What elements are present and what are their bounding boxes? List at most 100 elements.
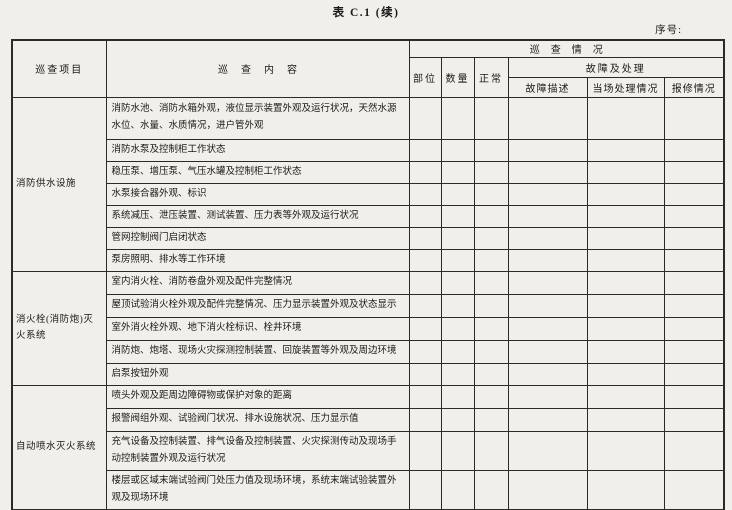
entry-cell-onsite-handling [586, 182, 665, 206]
inspection-content-cell: 楼层或区域末端试验阀门处压力值及现场环境，系统末端试验装置外观及现场环境 [105, 469, 410, 510]
entry-cell-fault-description [507, 430, 588, 471]
entry-cell-fault-description [507, 182, 588, 206]
table-row: 室外消火栓外观、地下消火栓标识、栓井环境 [12, 316, 725, 341]
header-quantity: 数量 [440, 56, 475, 98]
table-row: 泵房照明、排水等工作环境 [12, 248, 725, 272]
table-row: 系统减压、泄压装置、测试装置、压力表等外观及运行状况 [12, 204, 725, 228]
entry-cell-onsite-handling [586, 204, 665, 228]
table-body: 消防供水设施 消防水池、消防水箱外观，液位显示装置外观及运行状况，天然水源水位、水… [11, 96, 725, 510]
entry-cell-repair [663, 362, 725, 386]
entry-cell-repair [663, 384, 725, 409]
table-row: 管网控制阀门启闭状态 [12, 226, 725, 250]
entry-cell-onsite-handling [586, 160, 665, 184]
entry-cell-repair [663, 469, 725, 510]
inspection-content-cell: 启泵按钮外观 [105, 362, 410, 386]
entry-cell-quantity [440, 362, 475, 386]
entry-cell-fault-description [507, 362, 588, 386]
entry-cell-onsite-handling [586, 226, 665, 250]
entry-cell-normal [473, 384, 509, 409]
entry-cell-onsite-handling [586, 339, 665, 364]
entry-cell-fault-description [507, 270, 588, 295]
entry-cell-repair [663, 160, 725, 184]
table-row: 报警阀组外观、试验阀门状况、排水设施状况、压力显示值 [12, 407, 725, 432]
entry-cell-onsite-handling [586, 430, 665, 471]
header-inspection-item: 巡查项目 [11, 39, 107, 98]
entry-cell-location [408, 270, 442, 295]
table-row: 启泵按钮外观 [12, 362, 725, 386]
entry-cell-location [408, 384, 442, 409]
inspection-content-cell: 系统减压、泄压装置、测试装置、压力表等外观及运行状况 [105, 204, 410, 228]
header-inspection-content: 巡查内容 [105, 39, 410, 98]
entry-cell-location [408, 248, 442, 272]
entry-cell-normal [473, 96, 509, 140]
entry-cell-location [408, 339, 442, 364]
entry-cell-onsite-handling [586, 248, 665, 272]
entry-cell-repair [663, 138, 725, 162]
entry-cell-quantity [440, 339, 475, 364]
entry-cell-quantity [440, 226, 475, 250]
entry-cell-onsite-handling [586, 270, 665, 295]
entry-cell-location [408, 204, 442, 228]
entry-cell-onsite-handling [586, 316, 665, 341]
entry-cell-repair [663, 430, 725, 471]
header-location: 部位 [408, 56, 442, 98]
entry-cell-quantity [440, 160, 475, 184]
entry-cell-repair [663, 407, 725, 432]
entry-cell-onsite-handling [586, 96, 665, 140]
header-row-1: 巡查项目 巡查内容 巡查情况 [11, 39, 725, 98]
entry-cell-location [408, 182, 442, 206]
entry-cell-onsite-handling [586, 362, 665, 386]
group-label-cell: 自动喷水灭火系统 [11, 384, 107, 510]
header-normal: 正常 [473, 56, 509, 98]
entry-cell-repair [663, 248, 725, 272]
entry-cell-fault-description [507, 160, 588, 184]
entry-cell-normal [473, 407, 509, 432]
entry-cell-normal [473, 138, 509, 162]
entry-cell-quantity [440, 96, 475, 140]
header-repair-status: 报修情况 [663, 76, 725, 98]
entry-cell-fault-description [507, 384, 588, 409]
table-row: 消防供水设施 消防水池、消防水箱外观，液位显示装置外观及运行状况，天然水源水位、水… [11, 96, 725, 272]
entry-cell-normal [473, 182, 509, 206]
entry-cell-normal [473, 204, 509, 228]
entry-cell-quantity [440, 204, 475, 228]
entry-cell-normal [473, 430, 509, 471]
entry-cell-quantity [440, 384, 475, 409]
entry-cell-normal [473, 160, 509, 184]
entry-cell-fault-description [507, 316, 588, 341]
entry-cell-location [408, 96, 442, 140]
entry-cell-onsite-handling [586, 407, 665, 432]
entry-cell-repair [663, 226, 725, 250]
inspection-content-cell: 管网控制阀门启闭状态 [105, 226, 410, 250]
entry-cell-repair [663, 339, 725, 364]
entry-cell-location [408, 293, 442, 318]
entry-cell-location [408, 160, 442, 184]
entry-cell-repair [663, 316, 725, 341]
entry-cell-fault-description [507, 96, 588, 140]
table-row: 楼层或区域末端试验阀门处压力值及现场环境，系统末端试验装置外观及现场环境 [12, 469, 725, 510]
entry-cell-location [408, 226, 442, 250]
header-onsite-handling: 当场处理情况 [586, 76, 665, 98]
entry-cell-repair [663, 204, 725, 228]
inspection-content-cell: 室内消火栓、消防卷盘外观及配件完整情况 [105, 270, 410, 295]
entry-cell-fault-description [507, 293, 588, 318]
entry-cell-fault-description [507, 226, 588, 250]
entry-cell-location [408, 316, 442, 341]
group-label-cell: 消火栓(消防炮)灭火系统 [11, 270, 107, 386]
entry-cell-quantity [440, 248, 475, 272]
entry-cell-repair [663, 293, 725, 318]
table-row: 自动喷水灭火系统 喷头外观及距周边障碍物或保护对象的距离 [11, 384, 725, 510]
inspection-content-cell: 稳压泵、增压泵、气压水罐及控制柜工作状态 [105, 160, 410, 184]
entry-cell-normal [473, 293, 509, 318]
entry-cell-location [408, 430, 442, 471]
table-row: 消火栓(消防炮)灭火系统 室内消火栓、消防卷盘外观及配件完整情况 [11, 270, 725, 386]
inspection-table: 巡查项目 巡查内容 巡查情况 部位 数量 正常 故障及处理 故障描述 当场处理情… [11, 39, 726, 510]
header-fault-handling: 故障及处理 [507, 56, 725, 78]
inspection-content-cell: 泵房照明、排水等工作环境 [105, 248, 410, 272]
entry-cell-location [408, 138, 442, 162]
inspection-content-cell: 报警阀组外观、试验阀门状况、排水设施状况、压力显示值 [105, 407, 410, 432]
entry-cell-normal [473, 316, 509, 341]
table-row: 屋顶试验消火栓外观及配件完整情况、压力显示装置外观及状态显示 [12, 293, 725, 318]
entry-cell-fault-description [507, 138, 588, 162]
entry-cell-onsite-handling [586, 293, 665, 318]
